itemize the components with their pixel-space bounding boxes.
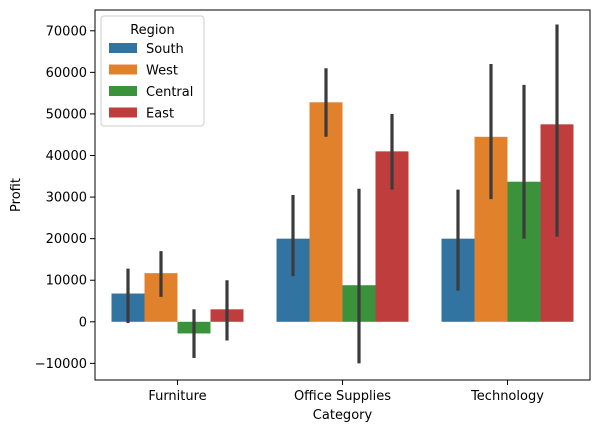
bars-layer: [111, 102, 574, 334]
x-tick-label: Office Supplies: [294, 389, 391, 404]
x-tick-label: Technology: [470, 389, 544, 404]
y-axis: −10000 0 10000 20000 30000 40000 50000 60000 700…: [35, 24, 95, 372]
legend-label-south: South: [146, 42, 184, 57]
legend-swatch-west: [109, 64, 137, 75]
y-tick-label: 50000: [46, 107, 87, 122]
x-axis-title: Category: [313, 408, 373, 423]
y-tick-label: 20000: [46, 232, 87, 247]
y-tick-label: 40000: [46, 149, 87, 164]
error-bars-layer: [126, 24, 559, 364]
legend-label-central: Central: [146, 85, 193, 100]
y-tick-label: −10000: [35, 357, 87, 372]
y-axis-title: Profit: [9, 178, 24, 212]
legend-label-west: West: [146, 64, 178, 79]
legend-swatch-central: [109, 86, 137, 96]
x-tick-label: Furniture: [148, 389, 206, 404]
y-tick-label: 30000: [46, 191, 87, 206]
y-tick-label: 60000: [46, 66, 87, 81]
x-axis: Furniture Office Supplies Technology: [148, 380, 544, 404]
y-tick-label: 70000: [46, 24, 87, 39]
y-tick-label: 10000: [46, 274, 87, 289]
bar-west-office-supplies: [309, 102, 343, 322]
legend-swatch-east: [109, 107, 137, 118]
y-tick-label: 0: [79, 315, 87, 330]
legend-label-east: East: [146, 107, 174, 122]
legend-swatch-south: [109, 43, 137, 53]
legend: Region South West Central East: [100, 15, 205, 127]
legend-title: Region: [130, 23, 175, 38]
